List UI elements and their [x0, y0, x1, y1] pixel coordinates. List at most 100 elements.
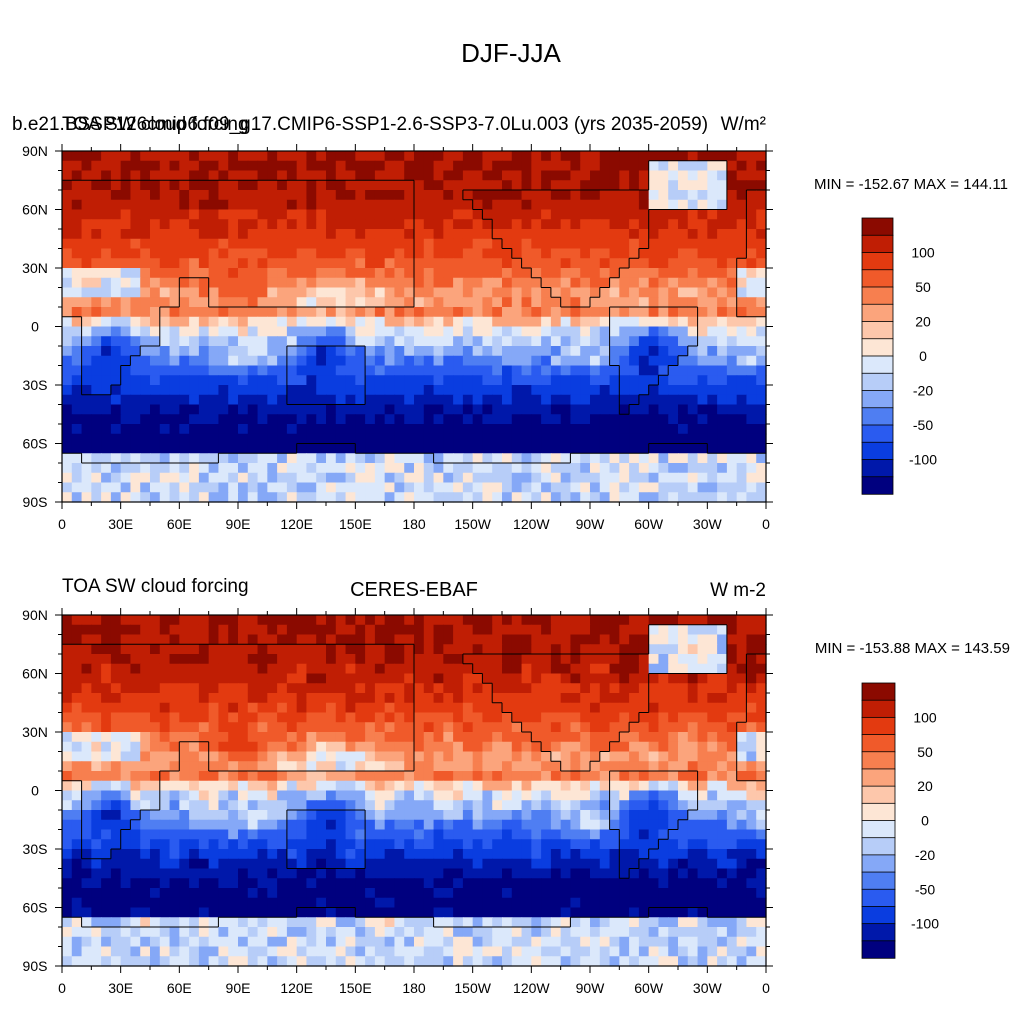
panel-model-cell: [482, 472, 493, 484]
panel-model-cell: [423, 336, 435, 347]
panel-model-colorbar-box: [861, 424, 894, 443]
panel-obs-cell: [228, 673, 239, 684]
panel-model-cell: [130, 297, 141, 308]
panel-obs-cell: [120, 849, 132, 860]
panel-model-cell: [296, 287, 308, 298]
panel-obs-cell: [238, 771, 249, 782]
panel-obs-cell: [394, 673, 405, 684]
panel-model-cell: [140, 424, 151, 435]
panel-obs-cell: [707, 819, 718, 831]
panel-obs-cell: [482, 673, 493, 684]
panel-model-cell: [570, 365, 581, 376]
panel-obs-cell: [726, 712, 738, 723]
panel-model-cell: [658, 268, 669, 279]
panel-obs-cell: [668, 839, 679, 850]
panel-obs-cell: [590, 829, 601, 840]
panel-obs-cell: [179, 654, 190, 665]
panel-model-cell: [169, 180, 180, 191]
panel-model-cell: [609, 287, 620, 298]
panel-model-cell: [560, 404, 572, 415]
panel-model-cell: [247, 229, 259, 240]
panel-obs-cell: [668, 634, 679, 645]
panel-model-xtick-label: 30E: [108, 516, 133, 532]
panel-obs-cell: [570, 741, 581, 753]
panel-model-cell: [296, 336, 308, 347]
panel-model-cell: [159, 238, 171, 250]
panel-model-cell: [374, 433, 386, 445]
panel-obs-cell: [502, 780, 513, 792]
panel-obs-cell: [511, 771, 523, 782]
panel-model-cell: [130, 180, 141, 191]
panel-obs-cell: [316, 683, 327, 694]
panel-model-cell: [638, 424, 650, 435]
panel-model-cell: [453, 463, 464, 474]
panel-obs-cell: [599, 800, 611, 811]
panel-model-cell: [247, 209, 259, 220]
panel-obs-cell: [609, 673, 620, 684]
panel-model-cell: [472, 258, 484, 269]
panel-obs-cell: [531, 654, 542, 665]
panel-model-cell: [110, 268, 122, 279]
panel-obs-cell: [355, 634, 366, 645]
panel-obs-cell: [296, 839, 308, 850]
panel-model-cell: [71, 453, 83, 464]
panel-obs-cell: [208, 780, 220, 792]
panel-obs-cell: [130, 780, 141, 792]
panel-model-cell: [62, 453, 73, 464]
panel-model-cell: [423, 433, 435, 445]
panel-obs-cell: [462, 615, 474, 626]
panel-model-cell: [541, 190, 552, 201]
panel-obs-cell: [101, 634, 112, 645]
panel-model-cell: [81, 492, 92, 503]
panel-model-cell: [511, 238, 523, 250]
panel-model-cell: [296, 326, 308, 337]
panel-model-cell: [453, 316, 464, 328]
panel-obs-cell: [511, 702, 523, 714]
panel-model-cell: [384, 326, 396, 337]
panel-obs-cell: [267, 917, 278, 928]
panel-obs-cell: [374, 712, 386, 723]
panel-obs-cell: [101, 888, 112, 899]
panel-obs-cell: [71, 712, 83, 723]
panel-model-cell: [453, 248, 464, 259]
panel-model-cell: [335, 268, 347, 279]
panel-obs-cell: [687, 634, 699, 645]
panel-obs-cell: [678, 673, 689, 684]
panel-obs-cell: [267, 800, 278, 811]
panel-model-cell: [169, 248, 180, 259]
panel-obs-cell: [502, 810, 513, 821]
panel-model-cell: [707, 219, 718, 230]
panel-model-cell: [101, 414, 112, 425]
panel-model-cell: [335, 160, 347, 172]
panel-model-cell: [443, 180, 454, 191]
panel-model-cell: [717, 385, 728, 396]
panel-model-cell: [374, 316, 386, 328]
panel-model-cell: [482, 404, 493, 415]
panel-obs-cell: [599, 741, 611, 753]
panel-model-cell: [120, 492, 132, 503]
panel-model-cell: [159, 482, 171, 493]
panel-obs-cell: [541, 858, 552, 870]
panel-model-cell: [169, 365, 180, 376]
panel-obs-cell: [443, 800, 454, 811]
panel-model-cell: [404, 160, 415, 172]
panel-model-cell: [179, 385, 190, 396]
panel-obs-cell: [423, 810, 435, 821]
panel-model-cell: [482, 160, 493, 172]
panel-obs-cell: [687, 741, 699, 753]
panel-model-cell: [326, 160, 337, 172]
panel-model-cell: [247, 385, 259, 396]
panel-model-cell: [511, 268, 523, 279]
panel-obs-cell: [462, 654, 474, 665]
panel-obs-cell: [687, 663, 699, 675]
panel-model-cell: [120, 375, 132, 386]
panel-model-xtick-label: 180: [402, 516, 426, 532]
panel-obs-cell: [71, 780, 83, 792]
panel-model-cell: [658, 199, 669, 211]
panel-obs-cell: [150, 878, 161, 889]
panel-model-cell: [101, 151, 112, 162]
panel-model-cell: [648, 190, 660, 201]
panel-model-cell: [355, 336, 366, 347]
panel-obs-cell: [159, 790, 171, 801]
panel-model-cell: [355, 170, 366, 181]
